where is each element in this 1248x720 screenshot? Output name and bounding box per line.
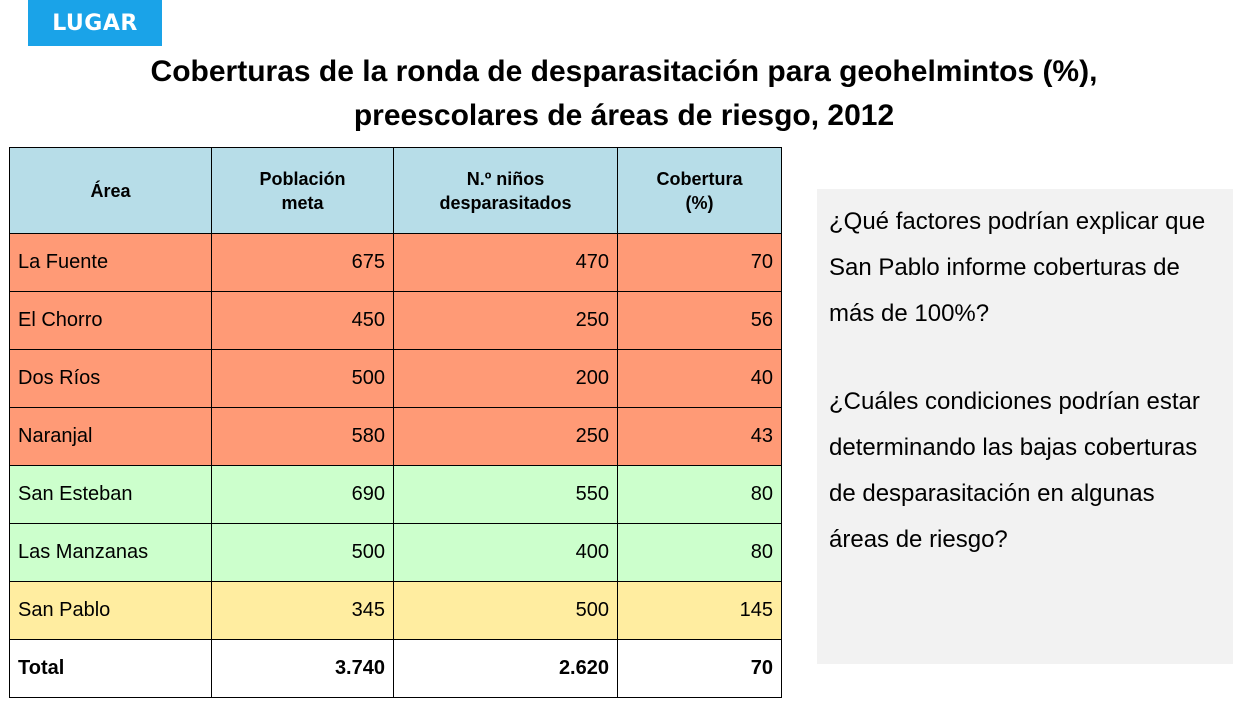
coverage-table: Área Población meta N.º niños desparasitad… bbox=[9, 147, 782, 698]
cell-ninos: 250 bbox=[393, 407, 618, 466]
table-row: San Pablo 345 500 145 bbox=[9, 581, 782, 640]
cell-ninos: 250 bbox=[393, 291, 618, 350]
table-row: La Fuente 675 470 70 bbox=[9, 233, 782, 292]
header-cobertura: Cobertura (%) bbox=[617, 147, 782, 234]
cell-area: San Pablo bbox=[9, 581, 212, 640]
cell-poblacion: 450 bbox=[211, 291, 394, 350]
header-ninos: N.º niños desparasitados bbox=[393, 147, 618, 234]
title-line-2: preescolares de áreas de riesgo, 2012 bbox=[353, 99, 895, 132]
cell-cobertura: 70 bbox=[617, 233, 782, 292]
header-poblacion: Población meta bbox=[211, 147, 394, 234]
question-2: ¿Cuáles condiciones podrían estar determ… bbox=[829, 388, 1200, 553]
cell-area: Dos Ríos bbox=[9, 349, 212, 408]
table-row: San Esteban 690 550 80 bbox=[9, 465, 782, 524]
cell-poblacion: 580 bbox=[211, 407, 394, 466]
cell-ninos: 500 bbox=[393, 581, 618, 640]
table-row: Dos Ríos 500 200 40 bbox=[9, 349, 782, 408]
cell-poblacion: 675 bbox=[211, 233, 394, 292]
cell-cobertura: 43 bbox=[617, 407, 782, 466]
header-area: Área bbox=[9, 147, 212, 234]
cell-ninos: 550 bbox=[393, 465, 618, 524]
table-row: El Chorro 450 250 56 bbox=[9, 291, 782, 350]
table-total-row: Total 3.740 2.620 70 bbox=[9, 639, 782, 698]
cell-area: Las Manzanas bbox=[9, 523, 212, 582]
cell-area: San Esteban bbox=[9, 465, 212, 524]
title-line-1: Coberturas de la ronda de desparasitació… bbox=[150, 55, 1098, 88]
table-row: Naranjal 580 250 43 bbox=[9, 407, 782, 466]
cell-ninos: 400 bbox=[393, 523, 618, 582]
cell-total-poblacion: 3.740 bbox=[211, 639, 394, 698]
questions-box: ¿Qué factores podrían explicar que San P… bbox=[817, 189, 1233, 664]
cell-poblacion: 500 bbox=[211, 523, 394, 582]
cell-cobertura: 80 bbox=[617, 465, 782, 524]
cell-poblacion: 345 bbox=[211, 581, 394, 640]
cell-poblacion: 690 bbox=[211, 465, 394, 524]
table-header-row: Área Población meta N.º niños desparasitad… bbox=[9, 147, 782, 234]
cell-total-ninos: 2.620 bbox=[393, 639, 618, 698]
place-tag: LUGAR bbox=[28, 0, 162, 46]
slide-title: Coberturas de la ronda de desparasitació… bbox=[0, 50, 1248, 138]
cell-total-cobertura: 70 bbox=[617, 639, 782, 698]
cell-cobertura: 80 bbox=[617, 523, 782, 582]
cell-total-label: Total bbox=[9, 639, 212, 698]
cell-cobertura: 145 bbox=[617, 581, 782, 640]
cell-area: Naranjal bbox=[9, 407, 212, 466]
cell-cobertura: 56 bbox=[617, 291, 782, 350]
cell-area: El Chorro bbox=[9, 291, 212, 350]
cell-poblacion: 500 bbox=[211, 349, 394, 408]
cell-cobertura: 40 bbox=[617, 349, 782, 408]
question-1: ¿Qué factores podrían explicar que San P… bbox=[829, 208, 1206, 327]
cell-ninos: 200 bbox=[393, 349, 618, 408]
cell-area: La Fuente bbox=[9, 233, 212, 292]
cell-ninos: 470 bbox=[393, 233, 618, 292]
table-row: Las Manzanas 500 400 80 bbox=[9, 523, 782, 582]
